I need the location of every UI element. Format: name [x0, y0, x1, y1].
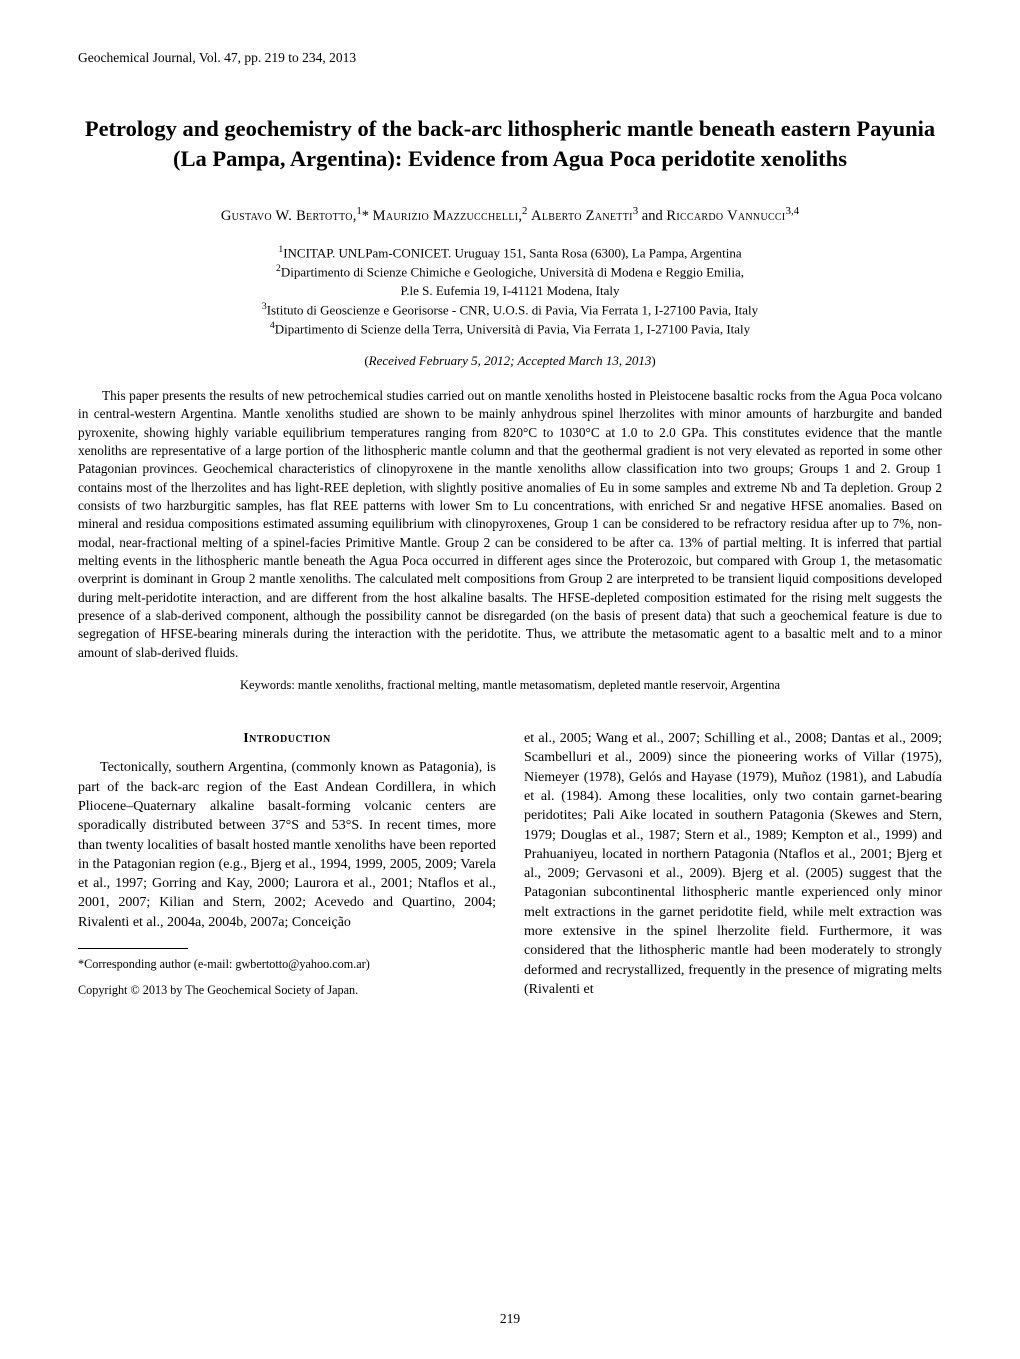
- received-text: Received February 5, 2012; Accepted Marc…: [369, 353, 652, 368]
- corresponding-author-footnote: *Corresponding author (e-mail: gwbertott…: [78, 955, 496, 973]
- affiliation-4: 4Dipartimento di Scienze della Terra, Un…: [78, 319, 942, 339]
- author-1-corr-mark: *: [362, 208, 369, 224]
- paren-close: ): [651, 353, 655, 368]
- intro-left-paragraph: Tectonically, southern Argentina, (commo…: [78, 758, 496, 932]
- affil-3-text: Istituto di Geoscienze e Georisorse - CN…: [267, 302, 758, 317]
- section-heading-introduction: Introduction: [78, 729, 496, 748]
- affil-4-text: Dipartimento di Scienze della Terra, Uni…: [275, 322, 750, 337]
- abstract-paragraph: This paper presents the results of new p…: [78, 387, 942, 662]
- affiliation-2b: P.le S. Eufemia 19, I-41121 Modena, Ital…: [78, 282, 942, 300]
- abstract-block: This paper presents the results of new p…: [78, 387, 942, 662]
- author-3-first: Alberto: [531, 208, 586, 224]
- body-columns: Introduction Tectonically, southern Arge…: [78, 729, 942, 1000]
- article-title: Petrology and geochemistry of the back-a…: [78, 114, 942, 175]
- affiliation-2: 2Dipartimento di Scienze Chimiche e Geol…: [78, 262, 942, 282]
- right-column: et al., 2005; Wang et al., 2007; Schilli…: [524, 729, 942, 1000]
- affiliation-1: 1INCITAP. UNLPam-CONICET. Uruguay 151, S…: [78, 243, 942, 263]
- page-number: 219: [0, 1311, 1020, 1327]
- received-accepted: (Received February 5, 2012; Accepted Mar…: [78, 353, 942, 369]
- author-4-affil: 3,4: [786, 205, 800, 217]
- affil-1-text: INCITAP. UNLPam-CONICET. Uruguay 151, Sa…: [283, 245, 741, 260]
- author-4-first: Riccardo: [666, 208, 727, 224]
- author-and: and: [638, 208, 666, 224]
- author-3-last: Zanetti: [586, 208, 633, 224]
- author-2-first: Maurizio: [373, 208, 433, 224]
- intro-right-paragraph: et al., 2005; Wang et al., 2007; Schilli…: [524, 729, 942, 999]
- journal-reference: Geochemical Journal, Vol. 47, pp. 219 to…: [78, 50, 942, 66]
- footnote-rule: [78, 948, 188, 949]
- affiliation-3: 3Istituto di Geoscienze e Georisorse - C…: [78, 300, 942, 320]
- author-4-last: Vannucci: [727, 208, 785, 224]
- affil-2-text: Dipartimento di Scienze Chimiche e Geolo…: [281, 264, 744, 279]
- affiliations-block: 1INCITAP. UNLPam-CONICET. Uruguay 151, S…: [78, 243, 942, 339]
- left-column: Introduction Tectonically, southern Arge…: [78, 729, 496, 1000]
- author-1-first: Gustavo W.: [221, 208, 296, 224]
- author-2-last: Mazzucchelli: [433, 208, 518, 224]
- keywords-line: Keywords: mantle xenoliths, fractional m…: [78, 678, 942, 693]
- author-2-affil: 2: [522, 205, 527, 217]
- copyright-footnote: Copyright © 2013 by The Geochemical Soci…: [78, 981, 496, 999]
- author-list: Gustavo W. Bertotto,1* Maurizio Mazzucch…: [78, 205, 942, 225]
- author-1-last: Bertotto: [296, 208, 353, 224]
